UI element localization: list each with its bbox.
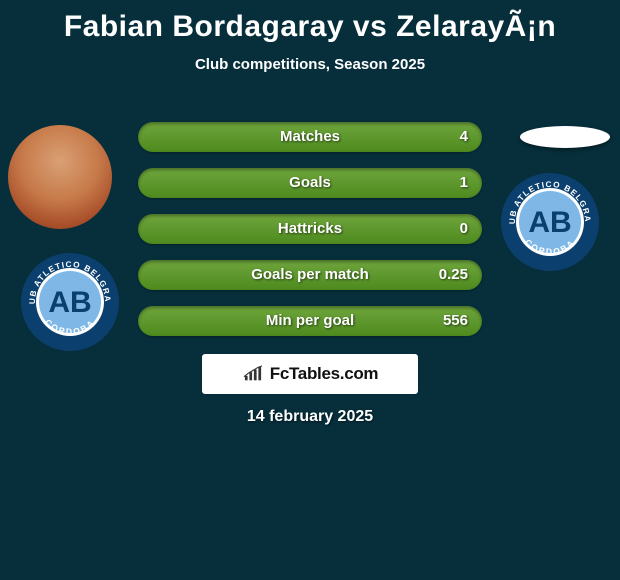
- player-left-photo: [8, 125, 112, 229]
- stat-value-right: 556: [443, 306, 468, 336]
- club-crest-right: AB CLUB ATLETICO BELGRANO CORDOBA: [500, 172, 600, 272]
- stat-value-right: 0: [460, 214, 468, 244]
- subtitle: Club competitions, Season 2025: [0, 56, 620, 73]
- stat-label: Goals per match: [251, 260, 369, 290]
- player-right-photo: [520, 126, 610, 148]
- stat-row-goals: Goals 1: [138, 168, 482, 198]
- stat-row-hattricks: Hattricks 0: [138, 214, 482, 244]
- watermark: FcTables.com: [202, 354, 418, 394]
- stat-label: Matches: [280, 122, 340, 152]
- stat-value-right: 1: [460, 168, 468, 198]
- stat-label: Goals: [289, 168, 331, 198]
- belgrano-crest-icon: AB CLUB ATLETICO BELGRANO CORDOBA: [20, 252, 120, 352]
- stat-label: Min per goal: [266, 306, 354, 336]
- stat-row-goals-per-match: Goals per match 0.25: [138, 260, 482, 290]
- stat-value-right: 4: [460, 122, 468, 152]
- stat-label: Hattricks: [278, 214, 342, 244]
- stat-value-right: 0.25: [439, 260, 468, 290]
- stat-row-min-per-goal: Min per goal 556: [138, 306, 482, 336]
- belgrano-crest-icon: AB CLUB ATLETICO BELGRANO CORDOBA: [500, 172, 600, 272]
- stat-row-matches: Matches 4: [138, 122, 482, 152]
- watermark-text: FcTables.com: [270, 364, 379, 384]
- footer-date: 14 february 2025: [0, 408, 620, 426]
- bar-chart-icon: [242, 365, 264, 383]
- stats-bars: Matches 4 Goals 1 Hattricks 0 Goals per …: [138, 122, 482, 352]
- svg-text:AB: AB: [48, 286, 91, 319]
- page-title: Fabian Bordagaray vs ZelarayÃ¡n: [0, 0, 620, 44]
- club-crest-left: AB CLUB ATLETICO BELGRANO CORDOBA: [20, 252, 120, 352]
- svg-text:AB: AB: [528, 206, 571, 239]
